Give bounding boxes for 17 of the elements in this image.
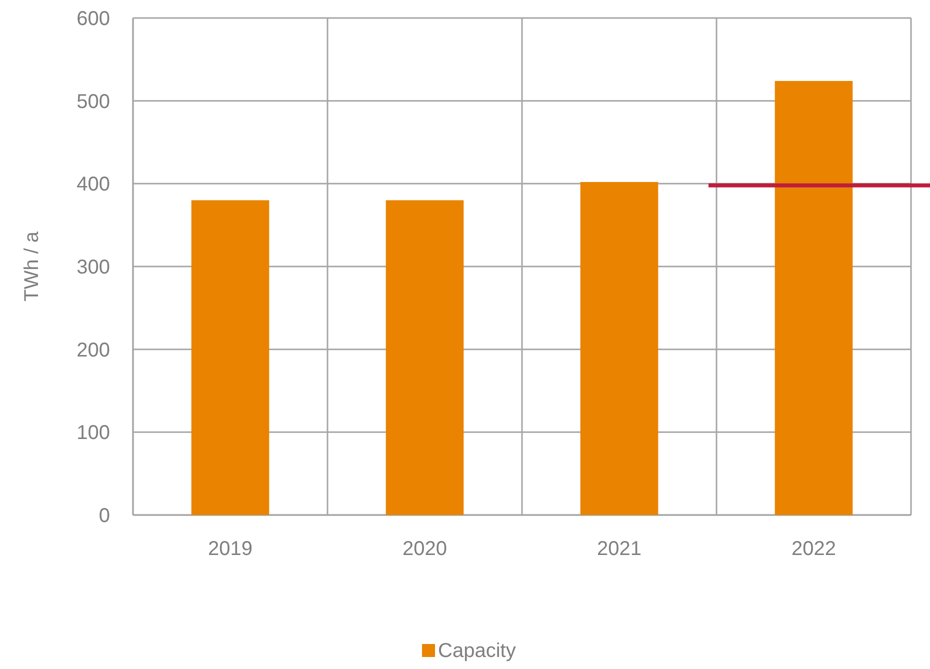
y-axis-title: TWh / a: [21, 230, 43, 302]
x-tick-label: 2019: [208, 538, 252, 560]
y-tick-label: 200: [76, 339, 110, 362]
bar: [580, 182, 658, 515]
bar: [191, 200, 270, 515]
y-tick-label: 300: [76, 256, 110, 278]
y-tick-label: 600: [76, 8, 110, 30]
y-tick-label: 500: [76, 90, 110, 113]
y-tick-label: 0: [98, 505, 110, 527]
legend-label: Capacity: [438, 640, 516, 662]
x-tick-label: 2022: [792, 538, 836, 560]
x-tick-label: 2021: [597, 538, 642, 560]
y-tick-label: 100: [76, 422, 110, 444]
y-tick-label: 400: [76, 174, 110, 196]
x-tick-label: 2020: [402, 538, 447, 560]
bar: [774, 80, 853, 515]
bar: [386, 200, 464, 515]
